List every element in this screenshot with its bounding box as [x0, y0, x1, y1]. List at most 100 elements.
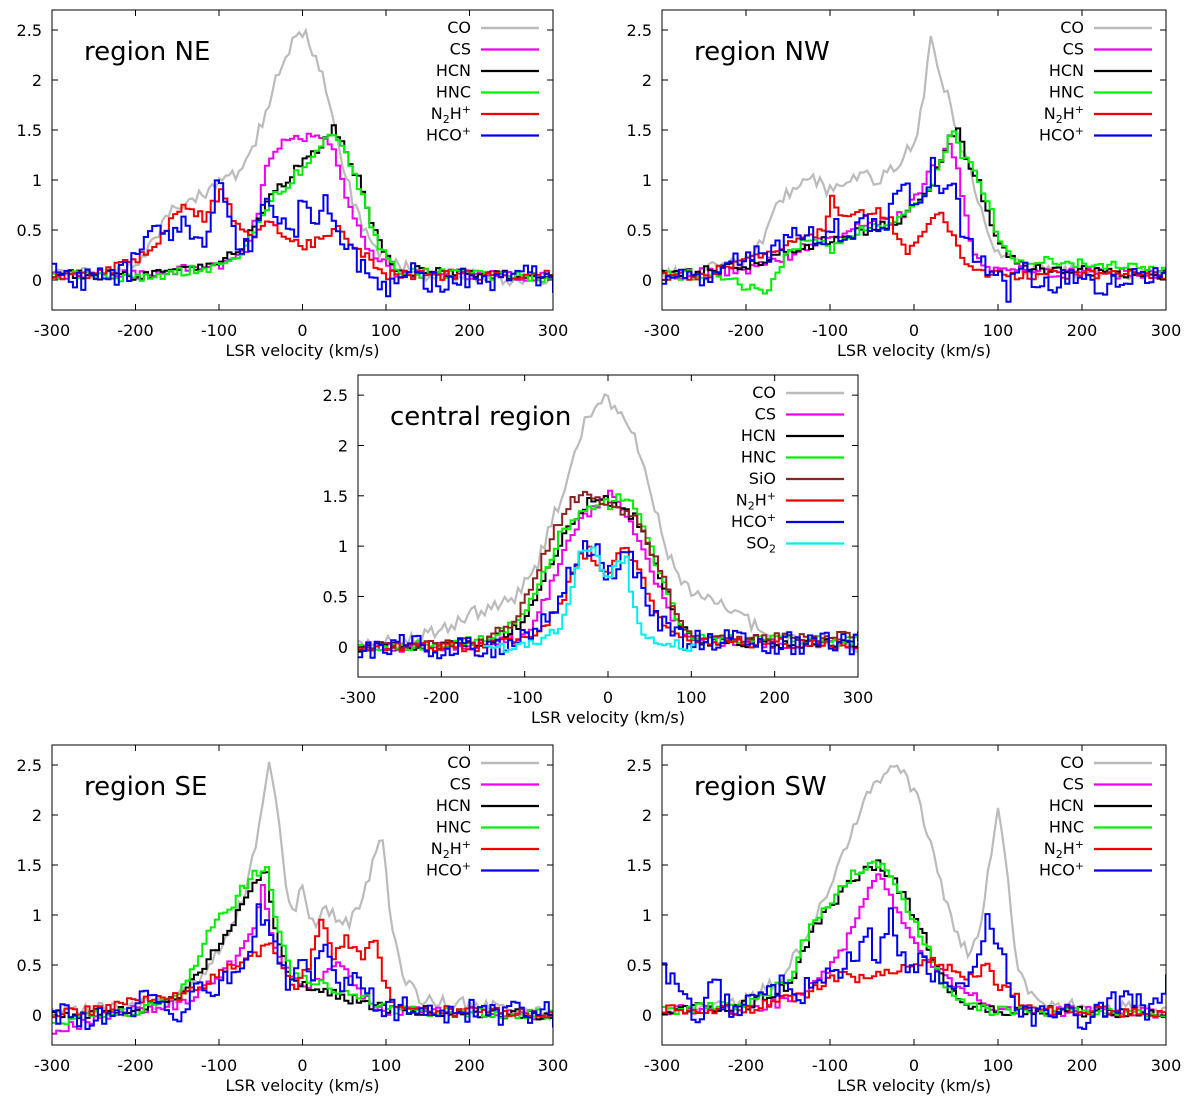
legend-label: CS — [1063, 775, 1084, 794]
series-hnc — [662, 860, 1166, 1019]
legend-item: HNC — [1049, 83, 1152, 102]
x-tick-label: -100 — [507, 688, 543, 707]
y-tick-label: 1 — [32, 171, 42, 190]
x-tick-label: -300 — [340, 688, 376, 707]
series-hcoplus — [662, 907, 1166, 1030]
x-tick-label: 200 — [759, 688, 790, 707]
legend-label: HCN — [436, 796, 471, 815]
legend-label: HCO+ — [731, 511, 776, 531]
series-cs — [358, 489, 858, 653]
series-co — [662, 764, 1166, 1018]
legend-item: HCN — [436, 796, 539, 815]
legend-label: HCO+ — [1039, 860, 1084, 880]
legend-label: CO — [1060, 18, 1084, 37]
legend-label: N2H+ — [431, 838, 471, 861]
legend-item: HCN — [1049, 61, 1152, 80]
x-tick-label: 0 — [909, 321, 919, 340]
x-tick-label: 200 — [454, 1056, 485, 1075]
legend-item: SO2 — [746, 534, 844, 556]
series-hnc — [52, 133, 553, 283]
chart-title: central region — [390, 402, 571, 432]
y-tick-label: 2.5 — [627, 21, 652, 40]
x-tick-label: -100 — [201, 321, 237, 340]
series-so2 — [483, 546, 696, 653]
plot-area — [52, 27, 553, 298]
legend-item: N2H+ — [1044, 838, 1152, 861]
x-tick-label: 300 — [843, 688, 874, 707]
y-tick-label: 0.5 — [17, 956, 42, 975]
x-tick-label: 100 — [676, 688, 707, 707]
legend-label: HNC — [1049, 83, 1084, 102]
y-tick-label: 2.5 — [17, 21, 42, 40]
legend-label: HNC — [1049, 818, 1084, 837]
legend-label: HCO+ — [426, 125, 471, 145]
legend-label: N2H+ — [431, 103, 471, 126]
x-tick-label: -200 — [117, 1056, 153, 1075]
legend-label: HCN — [436, 61, 471, 80]
legend-item: HCN — [436, 61, 539, 80]
x-tick-label: -100 — [201, 1056, 237, 1075]
legend-item: HCO+ — [731, 511, 844, 531]
x-tick-label: 300 — [1151, 1056, 1182, 1075]
y-tick-label: 0 — [642, 271, 652, 290]
legend-label: HCO+ — [1039, 125, 1084, 145]
legend-item: HNC — [436, 818, 539, 837]
series-hcn — [52, 124, 553, 283]
y-tick-label: 1.5 — [323, 487, 348, 506]
legend-item: N2H+ — [736, 490, 844, 513]
chart-title: region NW — [694, 37, 830, 67]
x-tick-label: -100 — [812, 1056, 848, 1075]
legend-label: CO — [447, 18, 471, 37]
legend-label: N2H+ — [1044, 103, 1084, 126]
x-axis-label: LSR velocity (km/s) — [226, 341, 380, 360]
legend-item: CO — [447, 18, 539, 37]
y-tick-label: 0.5 — [627, 221, 652, 240]
series-hcn — [662, 859, 1166, 1019]
legend-item: SiO — [749, 469, 844, 488]
series-hcoplus — [662, 156, 1166, 303]
chart-se: -300 -200 -100 0 100 200 300 0 0.5 1 1.5 2 2.5 LSR ve… — [17, 744, 568, 1095]
x-axis-label: LSR velocity (km/s) — [531, 708, 685, 727]
series-hcn — [358, 495, 858, 653]
x-tick-label: -200 — [423, 688, 459, 707]
x-axis-label: LSR velocity (km/s) — [226, 1076, 380, 1095]
y-tick-label: 1.5 — [17, 121, 42, 140]
y-tick-label: 0.5 — [627, 956, 652, 975]
y-tick-label: 0.5 — [17, 221, 42, 240]
y-tick-label: 0 — [32, 1006, 42, 1025]
x-tick-label: 100 — [983, 1056, 1014, 1075]
chart-nw: -300 -200 -100 0 100 200 300 0 0.5 1 1.5 2 2.5 LSR ve… — [627, 9, 1181, 360]
legend-label: HCN — [741, 426, 776, 445]
series-cs — [662, 873, 1166, 1019]
y-tick-label: 1 — [32, 906, 42, 925]
y-tick-label: 2.5 — [17, 756, 42, 775]
x-tick-label: -300 — [34, 1056, 70, 1075]
chart-title: region SE — [84, 772, 207, 802]
legend-item: HCO+ — [1039, 860, 1152, 880]
legend-item: CS — [450, 40, 539, 59]
x-tick-label: 300 — [538, 321, 569, 340]
series-sio — [358, 490, 858, 652]
x-tick-label: 100 — [371, 321, 402, 340]
plot-area — [662, 764, 1166, 1030]
legend-label: CS — [755, 405, 776, 424]
y-tick-label: 1 — [642, 906, 652, 925]
x-tick-label: 200 — [454, 321, 485, 340]
y-tick-label: 1 — [338, 537, 348, 556]
x-tick-label: -300 — [644, 1056, 680, 1075]
chart-title: region SW — [694, 772, 827, 802]
legend-item: CO — [447, 753, 539, 772]
x-tick-label: -300 — [644, 321, 680, 340]
legend-item: CS — [1063, 40, 1152, 59]
y-tick-label: 2 — [338, 436, 348, 455]
legend-label: SO2 — [746, 534, 776, 556]
y-tick-label: 0 — [32, 271, 42, 290]
legend-item: HNC — [436, 83, 539, 102]
x-tick-label: 0 — [603, 688, 613, 707]
x-tick-label: -300 — [34, 321, 70, 340]
x-tick-label: -200 — [728, 321, 764, 340]
